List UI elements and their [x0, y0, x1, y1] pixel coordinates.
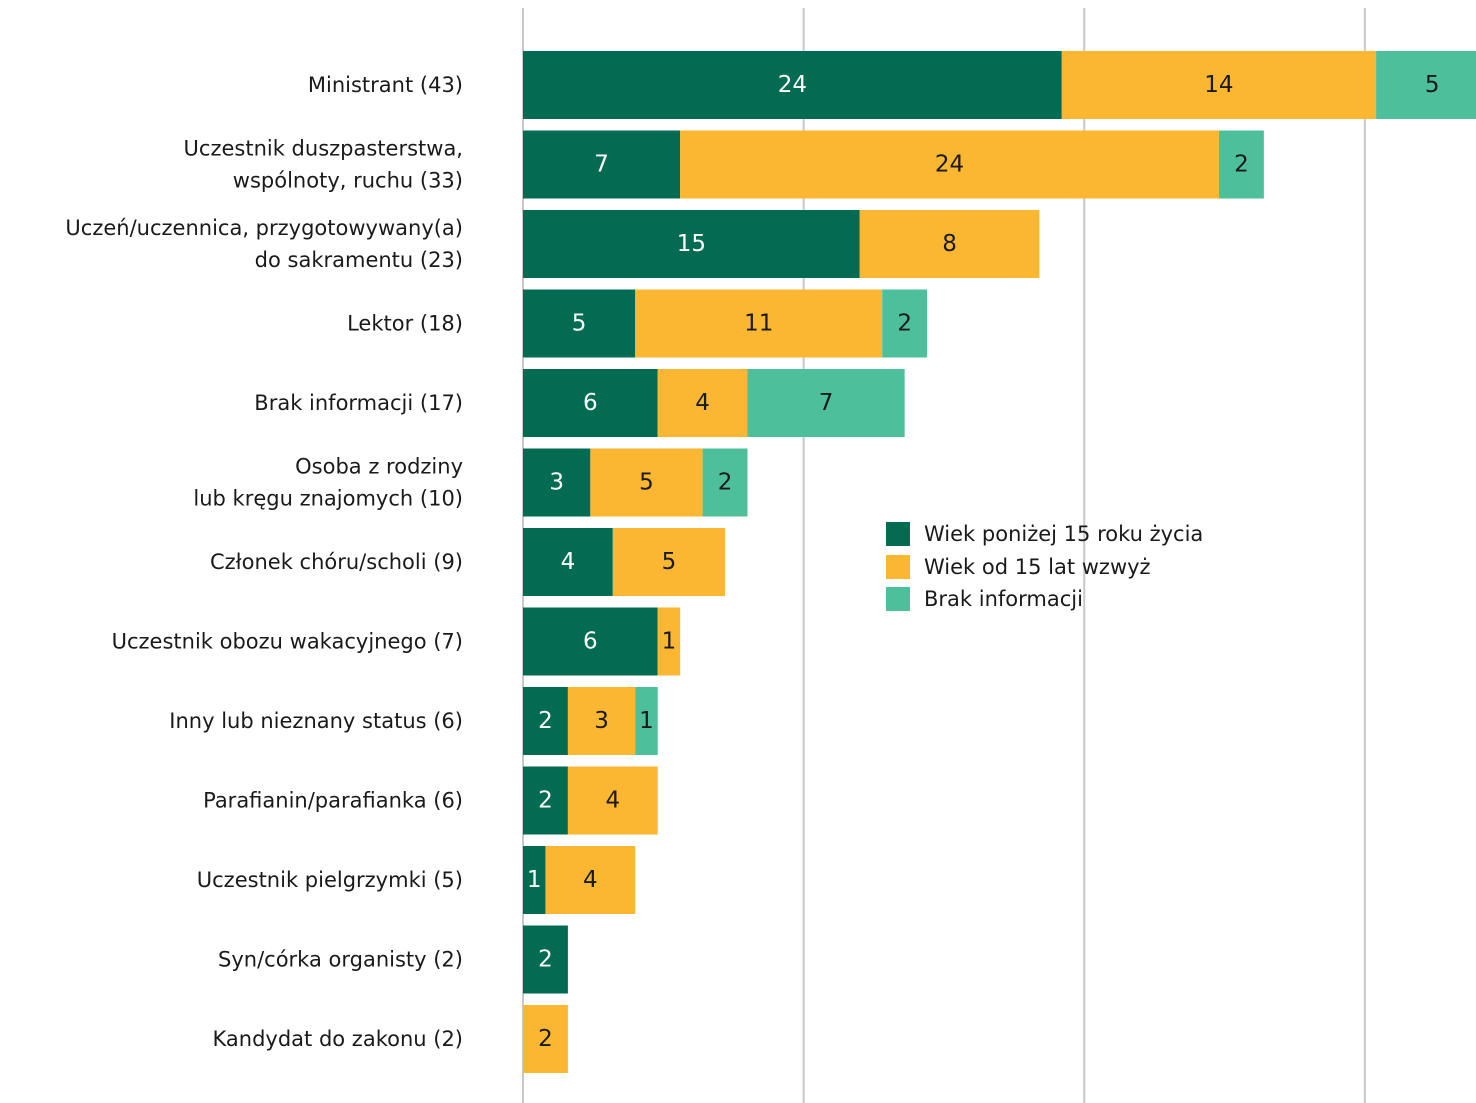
legend-item-under-15: Wiek poniżej 15 roku życia: [886, 518, 1203, 551]
category-label: Kandydat do zakonu (2): [213, 1027, 464, 1051]
bar-value-label: 3: [594, 708, 609, 734]
bar-segment: [523, 846, 546, 914]
category-labels: Ministrant (43) Uczestnik duszpasterstwa,…: [65, 73, 463, 1051]
bar-segment: [523, 51, 1062, 119]
bar-segment: [545, 846, 636, 914]
category-label: Syn/córka organisty (2): [218, 948, 463, 972]
legend-label-15-plus: Wiek od 15 lat wzwyż: [924, 554, 1151, 579]
bar-segment: [523, 607, 658, 676]
bar-value-label: 4: [695, 390, 710, 416]
category-label: Osoba z rodziny lub kręgu znajomych (10): [193, 455, 463, 511]
bar-segment: [523, 130, 681, 199]
bar-segment: [567, 766, 658, 835]
bar-segment: [635, 687, 658, 755]
legend-swatch-no-info: [886, 587, 910, 612]
bar-segment: [882, 289, 928, 358]
bar-value-label: 15: [677, 231, 706, 257]
bar-segment: [523, 528, 613, 596]
category-label: Lektor (18): [347, 312, 463, 336]
bar-value-label: 5: [639, 470, 654, 496]
bar-value-label: 8: [942, 231, 957, 257]
bar-value-label: 1: [639, 708, 654, 734]
bar-value-label: 3: [549, 470, 564, 496]
bar-value-label: 24: [935, 152, 964, 178]
bar-segment: [567, 687, 636, 755]
bar-segment: [657, 369, 748, 437]
category-label: Uczestnik duszpasterstwa, wspólnoty, ruch…: [184, 137, 463, 193]
category-label: Brak informacji (17): [254, 391, 463, 415]
bar-value-label: 5: [1425, 72, 1440, 98]
bar-segment: [747, 369, 905, 437]
bar-value-label: 4: [561, 549, 576, 575]
bar-value-label: 2: [718, 470, 733, 496]
bar-value-label: 4: [605, 788, 620, 814]
bar-value-label: 14: [1204, 72, 1233, 98]
bar-value-label: 2: [538, 1026, 553, 1052]
bar-value-label: 2: [1234, 152, 1249, 178]
bar-segment: [523, 289, 636, 358]
category-label: Parafianin/parafianka (6): [203, 789, 463, 813]
legend-swatch-15-plus: [886, 554, 910, 579]
bar-value-label: 2: [538, 708, 553, 734]
bar-segment: [523, 369, 658, 437]
category-label: Uczeń/uczennica, przygotowywany(a) do sak…: [65, 216, 463, 272]
bar-value-label: 24: [778, 72, 807, 98]
category-label: Ministrant (43): [308, 73, 463, 97]
bar-value-label: 1: [527, 867, 542, 893]
legend-item-no-info: Brak informacji: [886, 583, 1203, 616]
bar-value-label: 6: [583, 390, 598, 416]
bar-value-label: 5: [572, 311, 587, 337]
legend: Wiek poniżej 15 roku życia Wiek od 15 la…: [886, 518, 1203, 616]
bar-segment: [1061, 51, 1377, 119]
category-label: Członek chóru/scholi (9): [210, 550, 463, 574]
bar-value-label: 2: [897, 311, 912, 337]
category-label: Uczestnik pielgrzymki (5): [197, 868, 463, 892]
bar-value-label: 6: [583, 629, 598, 655]
legend-label-under-15: Wiek poniżej 15 roku życia: [924, 522, 1204, 547]
legend-label-no-info: Brak informacji: [924, 587, 1083, 612]
bar-segment: [523, 210, 860, 278]
bars-group: 24 14 57 24 215 85 11 26 4 73 5 24 56 12 3 12 41 422: [523, 51, 1476, 1073]
bar-segment: [523, 1005, 568, 1073]
bar-segment: [635, 289, 883, 358]
category-label: Uczestnik obozu wakacyjnego (7): [112, 630, 463, 654]
legend-item-15-plus: Wiek od 15 lat wzwyż: [886, 551, 1203, 584]
bar-value-label: 11: [744, 311, 773, 337]
bar-value-label: 1: [662, 629, 677, 655]
category-label: Inny lub nieznany status (6): [169, 709, 463, 733]
bar-segment: [859, 210, 1040, 278]
bar-segment: [1376, 51, 1476, 119]
bar-segment: [590, 448, 703, 517]
bar-segment: [1218, 130, 1264, 199]
bar-segment: [612, 528, 726, 596]
bar-segment: [680, 130, 1219, 199]
bar-value-label: 7: [819, 390, 834, 416]
bar-value-label: 5: [662, 549, 677, 575]
bar-segment: [657, 607, 681, 676]
bar-value-label: 2: [538, 947, 553, 973]
bar-value-label: 2: [538, 788, 553, 814]
legend-swatch-under-15: [886, 522, 910, 547]
bar-segment: [523, 448, 591, 517]
bar-value-label: 7: [594, 152, 609, 178]
bar-segment: [523, 766, 568, 835]
bar-value-label: 4: [583, 867, 598, 893]
bar-segment: [702, 448, 748, 517]
bar-segment: [523, 687, 568, 755]
bar-segment: [523, 925, 568, 994]
